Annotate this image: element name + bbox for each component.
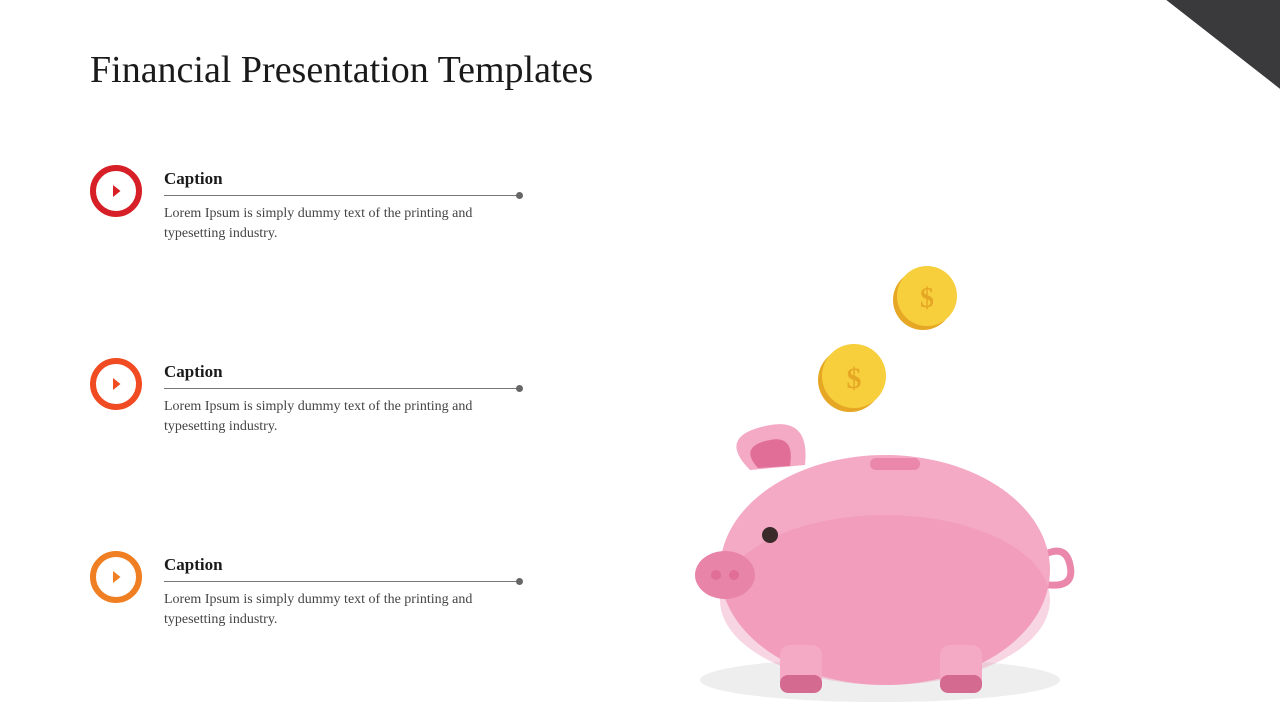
item-body: Lorem Ipsum is simply dummy text of the … bbox=[164, 397, 520, 436]
item-caption: Caption bbox=[164, 169, 520, 189]
pig-eye bbox=[762, 527, 778, 543]
svg-text:$: $ bbox=[920, 283, 934, 314]
pig-hoof bbox=[780, 675, 822, 693]
coin-slot bbox=[870, 458, 920, 470]
item-body: Lorem Ipsum is simply dummy text of the … bbox=[164, 590, 520, 629]
pig-hoof bbox=[940, 675, 982, 693]
divider bbox=[164, 388, 520, 389]
coin-icon: $ bbox=[893, 266, 957, 330]
page-title: Financial Presentation Templates bbox=[90, 48, 593, 92]
chevron-right-icon bbox=[90, 358, 142, 410]
arm-illustration bbox=[834, 0, 1280, 190]
divider bbox=[164, 195, 520, 196]
list-item: Caption Lorem Ipsum is simply dummy text… bbox=[90, 358, 520, 436]
item-caption: Caption bbox=[164, 555, 520, 575]
divider bbox=[164, 581, 520, 582]
list-item: Caption Lorem Ipsum is simply dummy text… bbox=[90, 165, 520, 243]
chevron-right-icon bbox=[90, 551, 142, 603]
piggy-bank-illustration: $ $ bbox=[640, 0, 1280, 720]
svg-text:$: $ bbox=[847, 362, 862, 395]
coin-icon: $ bbox=[818, 344, 886, 412]
item-caption: Caption bbox=[164, 362, 520, 382]
pig-snout bbox=[695, 551, 755, 599]
item-body: Lorem Ipsum is simply dummy text of the … bbox=[164, 204, 520, 243]
chevron-right-icon bbox=[90, 165, 142, 217]
caption-list: Caption Lorem Ipsum is simply dummy text… bbox=[90, 165, 520, 630]
list-item: Caption Lorem Ipsum is simply dummy text… bbox=[90, 551, 520, 629]
